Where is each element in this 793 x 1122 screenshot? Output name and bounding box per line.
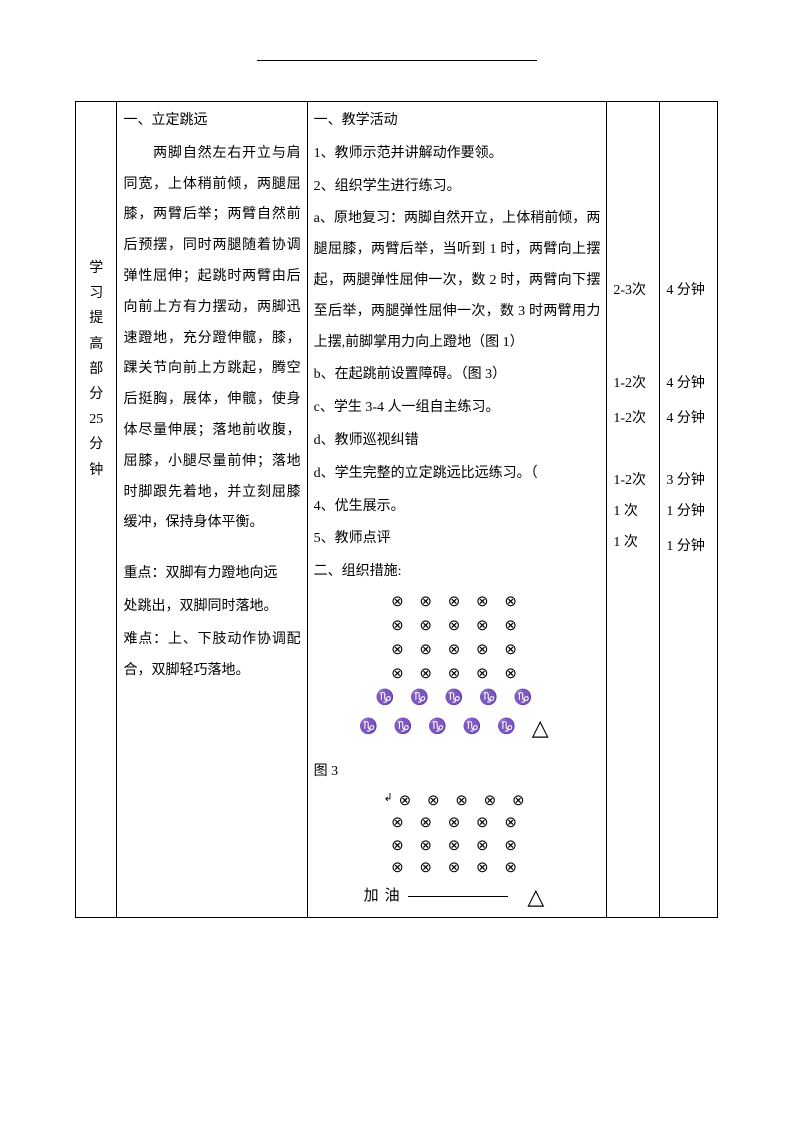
top-rule (257, 60, 537, 61)
activity-b: b、在起跳前设置障碍。（图 3） (314, 360, 601, 391)
formation-diagram-1: ⊗ ⊗ ⊗ ⊗ ⊗ ⊗ ⊗ ⊗ ⊗ ⊗ ⊗ ⊗ ⊗ ⊗ ⊗ ⊗ ⊗ ⊗ ⊗ ⊗ … (314, 590, 601, 745)
duration: 4 分钟 (666, 404, 711, 435)
sym-row: ⊗ ⊗ ⊗ ⊗ ⊗ (314, 614, 601, 638)
reps: 1-2次 (613, 466, 653, 497)
phase-label: 学 习 提 高 部 分 25 分 钟 (82, 106, 110, 483)
activity-cell: 一、教学活动 1、教师示范并讲解动作要领。 2、组织学生进行练习。 a、原地复习… (307, 102, 607, 918)
activity-c: c、学生 3-4 人一组自主练习。 (314, 393, 601, 424)
content-cell: 一、立定跳远 两脚自然左右开立与肩同宽，上体稍前倾，两腿屈膝，两臂后举；两臂自然… (117, 102, 307, 918)
reps: 2-3次 (613, 276, 653, 307)
jiayou-row: 加油 △ (314, 880, 601, 913)
sym-row: ⊗ ⊗ ⊗ ⊗ ⊗ (314, 857, 601, 880)
content-title: 一、立定跳远 (123, 106, 300, 137)
sym-row: ⊗ ⊗ ⊗ ⊗ ⊗ (314, 835, 601, 858)
duration: 4 分钟 (666, 276, 711, 307)
jiayou-label: 加油 (364, 888, 406, 904)
org-heading: 二、组织措施: (314, 557, 601, 588)
sym-row: ⊗ ⊗ ⊗ ⊗ ⊗ (314, 662, 601, 686)
activity-line: 1、教师示范并讲解动作要领。 (314, 139, 601, 170)
vchar: 钟 (89, 458, 103, 483)
vchar: 部 (89, 357, 103, 382)
duration: 1 分钟 (666, 497, 711, 528)
reps: 1-2次 (613, 369, 653, 400)
activity-d: d、教师巡视纠错 (314, 426, 601, 457)
duration: 4 分钟 (666, 369, 711, 400)
activity-line: 5、教师点评 (314, 524, 601, 555)
duration: 1 分钟 (666, 532, 711, 563)
sym-row: ⊗ ⊗ ⊗ ⊗ ⊗ (314, 638, 601, 662)
phase-cell: 学 习 提 高 部 分 25 分 钟 (76, 102, 117, 918)
reps: 1 次 (613, 497, 653, 528)
content-body: 两脚自然左右开立与肩同宽，上体稍前倾，两腿屈膝，两臂后举；两臂自然前后预摆，同时… (123, 139, 300, 539)
reps: 1 次 (613, 528, 653, 559)
activity-heading: 一、教学活动 (314, 106, 601, 137)
arc-row: ♑ ♑ ♑ ♑ ♑△ (314, 710, 601, 745)
activity-a: a、原地复习：两脚自然开立，上体稍前倾，两腿屈膝，两臂后举，当听到 1 时，两臂… (314, 204, 601, 358)
sym-row: ↲⊗ ⊗ ⊗ ⊗ ⊗ (314, 790, 601, 813)
key-point-1: 重点：双脚有力蹬地向远 (123, 559, 300, 590)
vchar: 分 (89, 432, 103, 457)
difficulty: 难点：上、下肢动作协调配合，双脚轻巧落地。 (123, 625, 300, 687)
figure-3-label: 图 3 (314, 757, 601, 788)
reps: 1-2次 (613, 404, 653, 435)
vchar: 高 (89, 332, 103, 357)
triangle-icon: △ (527, 880, 550, 913)
lesson-table: 学 习 提 高 部 分 25 分 钟 一、立定跳远 两脚自然左右开立与肩同宽，上… (75, 101, 718, 918)
duration: 3 分钟 (666, 466, 711, 497)
key-point-2: 处跳出，双脚同时落地。 (123, 592, 300, 623)
activity-line: 4、优生展示。 (314, 492, 601, 523)
vchar: 习 (89, 281, 103, 306)
activity-line: 2、组织学生进行练习。 (314, 172, 601, 203)
formation-diagram-2: ↲⊗ ⊗ ⊗ ⊗ ⊗ ⊗ ⊗ ⊗ ⊗ ⊗ ⊗ ⊗ ⊗ ⊗ ⊗ ⊗ ⊗ ⊗ ⊗ ⊗… (314, 790, 601, 913)
arc-row: ♑ ♑ ♑ ♑ ♑ (314, 686, 601, 710)
vchar: 学 (89, 256, 103, 281)
sym-row: ⊗ ⊗ ⊗ ⊗ ⊗ (314, 590, 601, 614)
time-cell: 4 分钟 4 分钟 4 分钟 3 分钟 1 分钟 1 分钟 (660, 102, 718, 918)
triangle-icon: △ (532, 710, 555, 745)
vchar: 提 (89, 306, 103, 331)
reps-cell: 2-3次 1-2次 1-2次 1-2次 1 次 1 次 (607, 102, 660, 918)
activity-d2: d、学生完整的立定跳远比远练习。（ (314, 459, 601, 490)
vchar: 分 (89, 382, 103, 407)
sym-row: ⊗ ⊗ ⊗ ⊗ ⊗ (314, 812, 601, 835)
vchar: 25 (89, 407, 103, 432)
